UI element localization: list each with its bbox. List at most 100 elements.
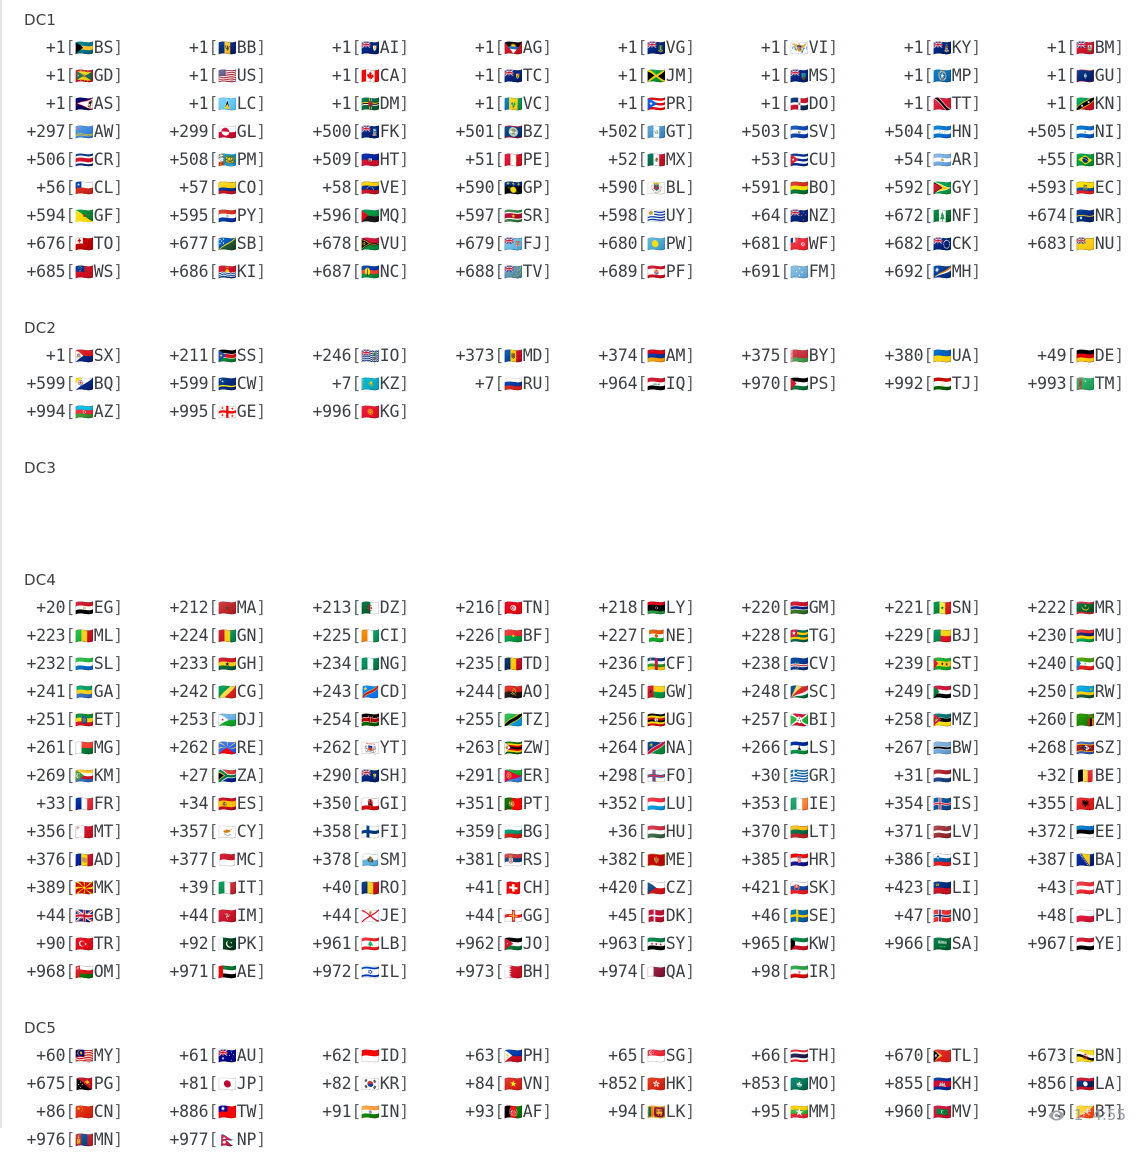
dial-code-entry[interactable]: +216[🇹🇳TN] [431, 594, 574, 622]
dial-code-entry[interactable]: +591[🇧🇴BO] [717, 174, 860, 202]
dial-code-entry[interactable]: +687[🇳🇨NC] [288, 258, 431, 286]
dial-code-entry[interactable]: +233[🇬🇭GH] [145, 650, 288, 678]
dial-code-entry[interactable]: +236[🇨🇫CF] [574, 650, 717, 678]
dial-code-entry[interactable]: +503[🇸🇻SV] [717, 118, 860, 146]
dial-code-entry[interactable]: +258[🇲🇿MZ] [860, 706, 1003, 734]
dial-code-entry[interactable]: +886[🇹🇼TW] [145, 1098, 288, 1126]
dial-code-entry[interactable]: +355[🇦🇱AL] [1003, 790, 1144, 818]
dial-code-entry[interactable]: +1[🇰🇳KN] [1003, 90, 1144, 118]
dial-code-entry[interactable]: +673[🇧🇳BN] [1003, 1042, 1144, 1070]
dial-code-entry[interactable]: +386[🇸🇮SI] [860, 846, 1003, 874]
dial-code-entry[interactable]: +297[🇦🇼AW] [2, 118, 145, 146]
dial-code-entry[interactable]: +1[🇧🇧BB] [145, 34, 288, 62]
dial-code-entry[interactable]: +43[🇦🇹AT] [1003, 874, 1144, 902]
dial-code-entry[interactable]: +961[🇱🇧LB] [288, 930, 431, 958]
dial-code-entry[interactable]: +51[🇵🇪PE] [431, 146, 574, 174]
dial-code-entry[interactable]: +65[🇸🇬SG] [574, 1042, 717, 1070]
dial-code-entry[interactable]: +46[🇸🇪SE] [717, 902, 860, 930]
dial-code-entry[interactable]: +53[🇨🇺CU] [717, 146, 860, 174]
dial-code-entry[interactable]: +62[🇮🇩ID] [288, 1042, 431, 1070]
dial-code-entry[interactable]: +964[🇮🇶IQ] [574, 370, 717, 398]
dial-code-entry[interactable]: +973[🇧🇭BH] [431, 958, 574, 986]
dial-code-entry[interactable]: +36[🇭🇺HU] [574, 818, 717, 846]
dial-code-entry[interactable]: +250[🇷🇼RW] [1003, 678, 1144, 706]
dial-code-entry[interactable]: +291[🇪🇷ER] [431, 762, 574, 790]
dial-code-entry[interactable]: +57[🇨🇴CO] [145, 174, 288, 202]
dial-code-entry[interactable]: +599[🇧🇶BQ] [2, 370, 145, 398]
dial-code-entry[interactable]: +371[🇱🇻LV] [860, 818, 1003, 846]
dial-code-entry[interactable]: +235[🇹🇩TD] [431, 650, 574, 678]
dial-code-entry[interactable]: +675[🇵🇬PG] [2, 1070, 145, 1098]
dial-code-entry[interactable]: +246[🇮🇴IO] [288, 342, 431, 370]
dial-code-entry[interactable]: +240[🇬🇶GQ] [1003, 650, 1144, 678]
dial-code-entry[interactable]: +212[🇲🇦MA] [145, 594, 288, 622]
dial-code-entry[interactable]: +213[🇩🇿DZ] [288, 594, 431, 622]
dial-code-entry[interactable]: +211[🇸🇸SS] [145, 342, 288, 370]
dial-code-entry[interactable]: +691[🇫🇲FM] [717, 258, 860, 286]
dial-code-entry[interactable]: +20[🇪🇬EG] [2, 594, 145, 622]
dial-code-entry[interactable]: +249[🇸🇩SD] [860, 678, 1003, 706]
dial-code-entry[interactable]: +1[🇺🇸US] [145, 62, 288, 90]
dial-code-entry[interactable]: +508[🇵🇲PM] [145, 146, 288, 174]
dial-code-entry[interactable]: +977[🇳🇵NP] [145, 1126, 288, 1154]
dial-code-entry[interactable]: +376[🇦🇩AD] [2, 846, 145, 874]
dial-code-entry[interactable]: +378[🇸🇲SM] [288, 846, 431, 874]
dial-code-entry[interactable]: +31[🇳🇱NL] [860, 762, 1003, 790]
dial-code-entry[interactable]: +229[🇧🇯BJ] [860, 622, 1003, 650]
dial-code-entry[interactable]: +54[🇦🇷AR] [860, 146, 1003, 174]
dial-code-entry[interactable]: +1[🇬🇺GU] [1003, 62, 1144, 90]
dial-code-entry[interactable]: +689[🇵🇫PF] [574, 258, 717, 286]
dial-code-entry[interactable]: +963[🇸🇾SY] [574, 930, 717, 958]
dial-code-entry[interactable]: +352[🇱🇺LU] [574, 790, 717, 818]
dial-code-entry[interactable]: +58[🇻🇪VE] [288, 174, 431, 202]
dial-code-entry[interactable]: +238[🇨🇻CV] [717, 650, 860, 678]
dial-code-entry[interactable]: +232[🇸🇱SL] [2, 650, 145, 678]
dial-code-entry[interactable]: +253[🇩🇯DJ] [145, 706, 288, 734]
dial-code-entry[interactable]: +234[🇳🇬NG] [288, 650, 431, 678]
dial-code-entry[interactable]: +1[🇦🇬AG] [431, 34, 574, 62]
dial-code-entry[interactable]: +599[🇨🇼CW] [145, 370, 288, 398]
dial-code-entry[interactable]: +359[🇧🇬BG] [431, 818, 574, 846]
dial-code-entry[interactable]: +1[🇻🇨VC] [431, 90, 574, 118]
dial-code-entry[interactable]: +509[🇭🇹HT] [288, 146, 431, 174]
dial-code-entry[interactable]: +971[🇦🇪AE] [145, 958, 288, 986]
dial-code-entry[interactable]: +1[🇩🇴DO] [717, 90, 860, 118]
dial-code-entry[interactable]: +381[🇷🇸RS] [431, 846, 574, 874]
dial-code-entry[interactable]: +672[🇳🇫NF] [860, 202, 1003, 230]
dial-code-entry[interactable]: +44[🇬🇧GB] [2, 902, 145, 930]
dial-code-entry[interactable]: +350[🇬🇮GI] [288, 790, 431, 818]
dial-code-entry[interactable]: +853[🇲🇴MO] [717, 1070, 860, 1098]
dial-code-entry[interactable]: +30[🇬🇷GR] [717, 762, 860, 790]
dial-code-entry[interactable]: +1[🇵🇷PR] [574, 90, 717, 118]
dial-code-entry[interactable]: +261[🇲🇬MG] [2, 734, 145, 762]
dial-code-entry[interactable]: +505[🇳🇮NI] [1003, 118, 1144, 146]
dial-code-entry[interactable]: +970[🇵🇸PS] [717, 370, 860, 398]
dial-code-entry[interactable]: +82[🇰🇷KR] [288, 1070, 431, 1098]
dial-code-entry[interactable]: +223[🇲🇱ML] [2, 622, 145, 650]
dial-code-entry[interactable]: +256[🇺🇬UG] [574, 706, 717, 734]
dial-code-entry[interactable]: +994[🇦🇿AZ] [2, 398, 145, 426]
dial-code-entry[interactable]: +972[🇮🇱IL] [288, 958, 431, 986]
dial-code-entry[interactable]: +682[🇨🇰CK] [860, 230, 1003, 258]
dial-code-entry[interactable]: +680[🇵🇼PW] [574, 230, 717, 258]
dial-code-entry[interactable]: +254[🇰🇪KE] [288, 706, 431, 734]
dial-code-entry[interactable]: +389[🇲🇰MK] [2, 874, 145, 902]
dial-code-entry[interactable]: +44[🇬🇬GG] [431, 902, 574, 930]
dial-code-entry[interactable]: +692[🇲🇭MH] [860, 258, 1003, 286]
dial-code-entry[interactable]: +91[🇮🇳IN] [288, 1098, 431, 1126]
dial-code-entry[interactable]: +27[🇿🇦ZA] [145, 762, 288, 790]
dial-code-entry[interactable]: +248[🇸🇨SC] [717, 678, 860, 706]
dial-code-entry[interactable]: +48[🇵🇱PL] [1003, 902, 1144, 930]
dial-code-entry[interactable]: +597[🇸🇷SR] [431, 202, 574, 230]
dial-code-entry[interactable]: +358[🇫🇮FI] [288, 818, 431, 846]
dial-code-entry[interactable]: +966[🇸🇦SA] [860, 930, 1003, 958]
dial-code-entry[interactable]: +290[🇸🇭SH] [288, 762, 431, 790]
dial-code-entry[interactable]: +81[🇯🇵JP] [145, 1070, 288, 1098]
dial-code-entry[interactable]: +227[🇳🇪NE] [574, 622, 717, 650]
dial-code-entry[interactable]: +500[🇫🇰FK] [288, 118, 431, 146]
dial-code-entry[interactable]: +218[🇱🇾LY] [574, 594, 717, 622]
dial-code-entry[interactable]: +7[🇷🇺RU] [431, 370, 574, 398]
dial-code-entry[interactable]: +64[🇳🇿NZ] [717, 202, 860, 230]
dial-code-entry[interactable]: +387[🇧🇦BA] [1003, 846, 1144, 874]
dial-code-entry[interactable]: +962[🇯🇴JO] [431, 930, 574, 958]
